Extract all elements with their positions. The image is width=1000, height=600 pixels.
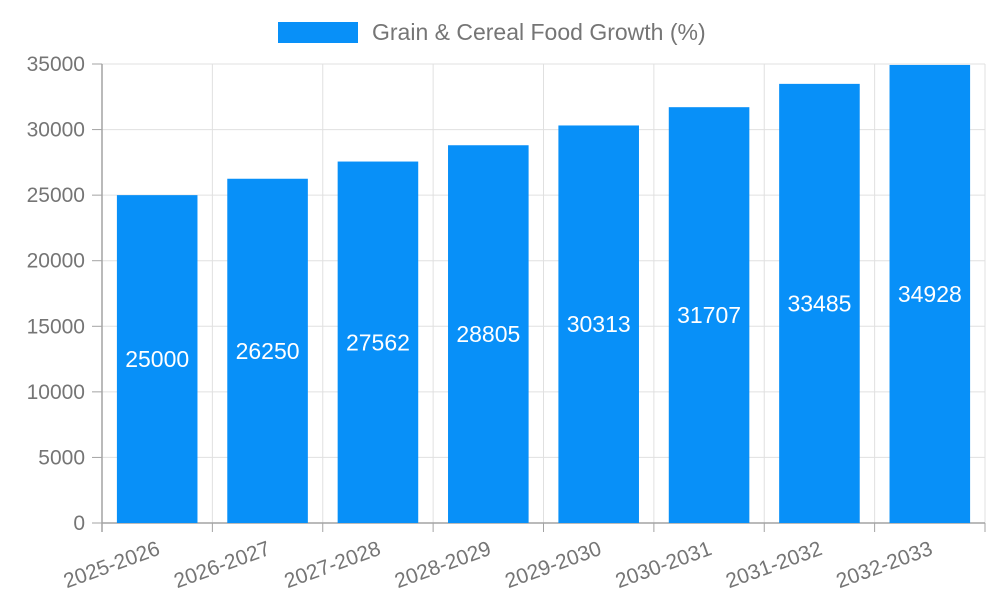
legend[interactable]: Grain & Cereal Food Growth (%) — [278, 19, 706, 46]
y-axis-label: 20000 — [27, 250, 85, 273]
y-axis-label: 5000 — [38, 446, 85, 469]
bar-2029-2030[interactable] — [558, 125, 639, 523]
y-axis-label: 30000 — [27, 119, 85, 142]
bar-value-label: 33485 — [787, 290, 851, 316]
legend-swatch[interactable] — [278, 22, 358, 43]
x-axis-label: 2026-2027 — [171, 537, 273, 593]
bar-2027-2028[interactable] — [337, 161, 419, 523]
y-axis-label: 0 — [73, 512, 85, 535]
bar-value-label: 28805 — [456, 321, 520, 347]
bar-2032-2033[interactable] — [889, 64, 971, 524]
bar-2026-2027[interactable] — [227, 178, 308, 523]
x-axis-label: 2032-2033 — [833, 537, 935, 593]
bar-value-label: 30313 — [567, 311, 631, 337]
y-axis-label: 25000 — [27, 184, 85, 207]
x-axis-label: 2029-2030 — [502, 537, 604, 593]
x-axis-label: 2028-2029 — [392, 537, 494, 593]
y-axis-label: 10000 — [27, 381, 85, 404]
y-axis-label: 35000 — [27, 53, 85, 76]
x-axis-label: 2027-2028 — [281, 537, 383, 593]
x-axis-label: 2025-2026 — [61, 537, 163, 593]
legend-label: Grain & Cereal Food Growth (%) — [372, 19, 706, 45]
x-axis-label: 2030-2031 — [613, 537, 715, 593]
bar-value-label: 26250 — [236, 338, 300, 364]
y-axis-label: 15000 — [27, 315, 85, 338]
bar-value-label: 25000 — [125, 346, 189, 372]
bar-2030-2031[interactable] — [668, 107, 750, 524]
bar-value-label: 34928 — [898, 281, 962, 307]
bar-2031-2032[interactable] — [779, 83, 860, 524]
bar-value-label: 27562 — [346, 329, 410, 355]
bar-value-label: 31707 — [677, 302, 741, 328]
bar-2028-2029[interactable] — [448, 145, 529, 524]
bar-2025-2026[interactable] — [116, 195, 198, 523]
x-axis-label: 2031-2032 — [723, 537, 825, 593]
